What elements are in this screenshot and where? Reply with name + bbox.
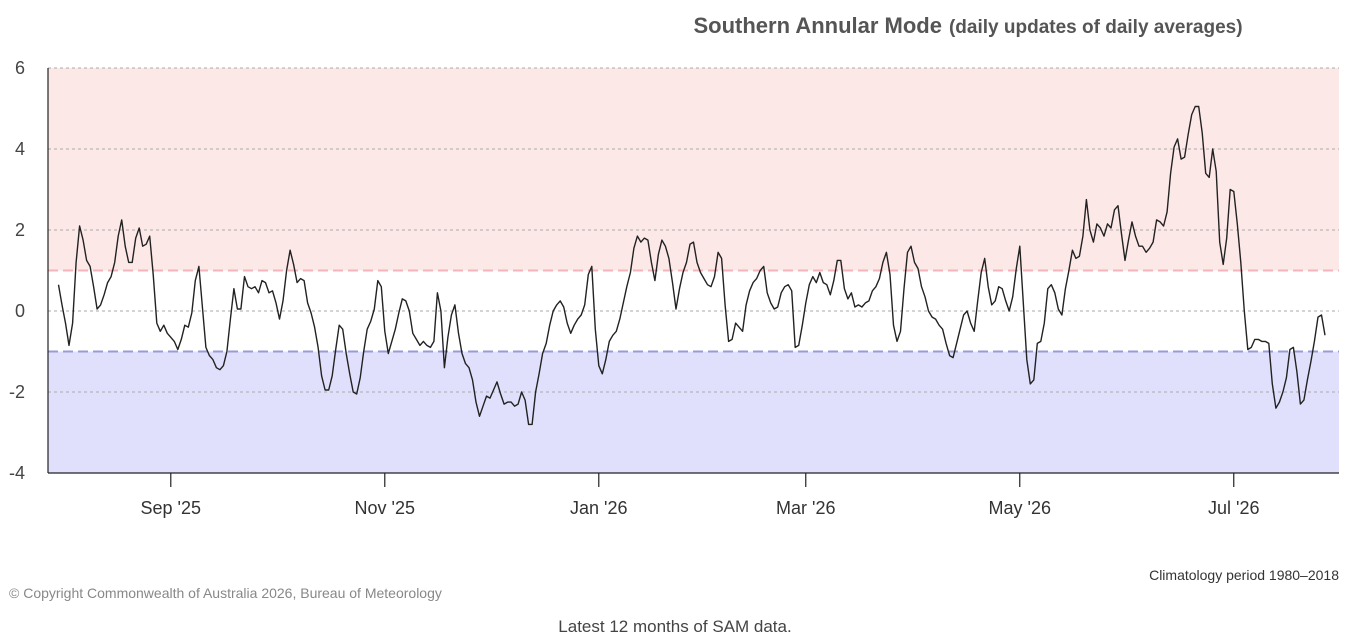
threshold-bands	[48, 68, 1339, 473]
x-tick-label: Mar '26	[776, 498, 835, 518]
negative-band	[48, 351, 1339, 473]
climatology-note: Climatology period 1980–2018	[1149, 567, 1339, 583]
x-tick-labels: Sep '25 Nov '25 Jan '26 Mar '26 May '26 Jul '…	[141, 473, 1259, 518]
gridlines	[48, 67, 1339, 393]
copyright-text: © Copyright Commonwealth of Australia 20…	[9, 585, 442, 601]
x-tick-label: Jul '26	[1208, 498, 1259, 518]
chart-title: Southern Annular Mode (daily updates of d…	[693, 13, 1242, 38]
y-tick-label: 6	[15, 58, 25, 78]
chart-title-main: Southern Annular Mode	[693, 13, 942, 38]
x-tick-label: Sep '25	[141, 498, 202, 518]
y-tick-label: 4	[15, 139, 25, 159]
positive-band	[48, 68, 1339, 271]
sam-series-line	[57, 105, 1326, 426]
chart-caption: Latest 12 months of SAM data.	[558, 617, 791, 636]
x-tick-label: Nov '25	[355, 498, 415, 518]
axes	[47, 68, 1339, 474]
y-tick-label: -4	[9, 463, 25, 483]
y-tick-label: 2	[15, 220, 25, 240]
y-tick-labels: -4 -2 0 2 4 6	[9, 58, 25, 483]
x-tick-label: May '26	[989, 498, 1051, 518]
x-tick-label: Jan '26	[570, 498, 627, 518]
y-tick-label: 0	[15, 301, 25, 321]
series-layer	[57, 105, 1326, 426]
threshold-lines	[48, 269, 1339, 353]
chart-subtitle: (daily updates of daily averages)	[949, 17, 1243, 38]
y-tick-label: -2	[9, 382, 25, 402]
